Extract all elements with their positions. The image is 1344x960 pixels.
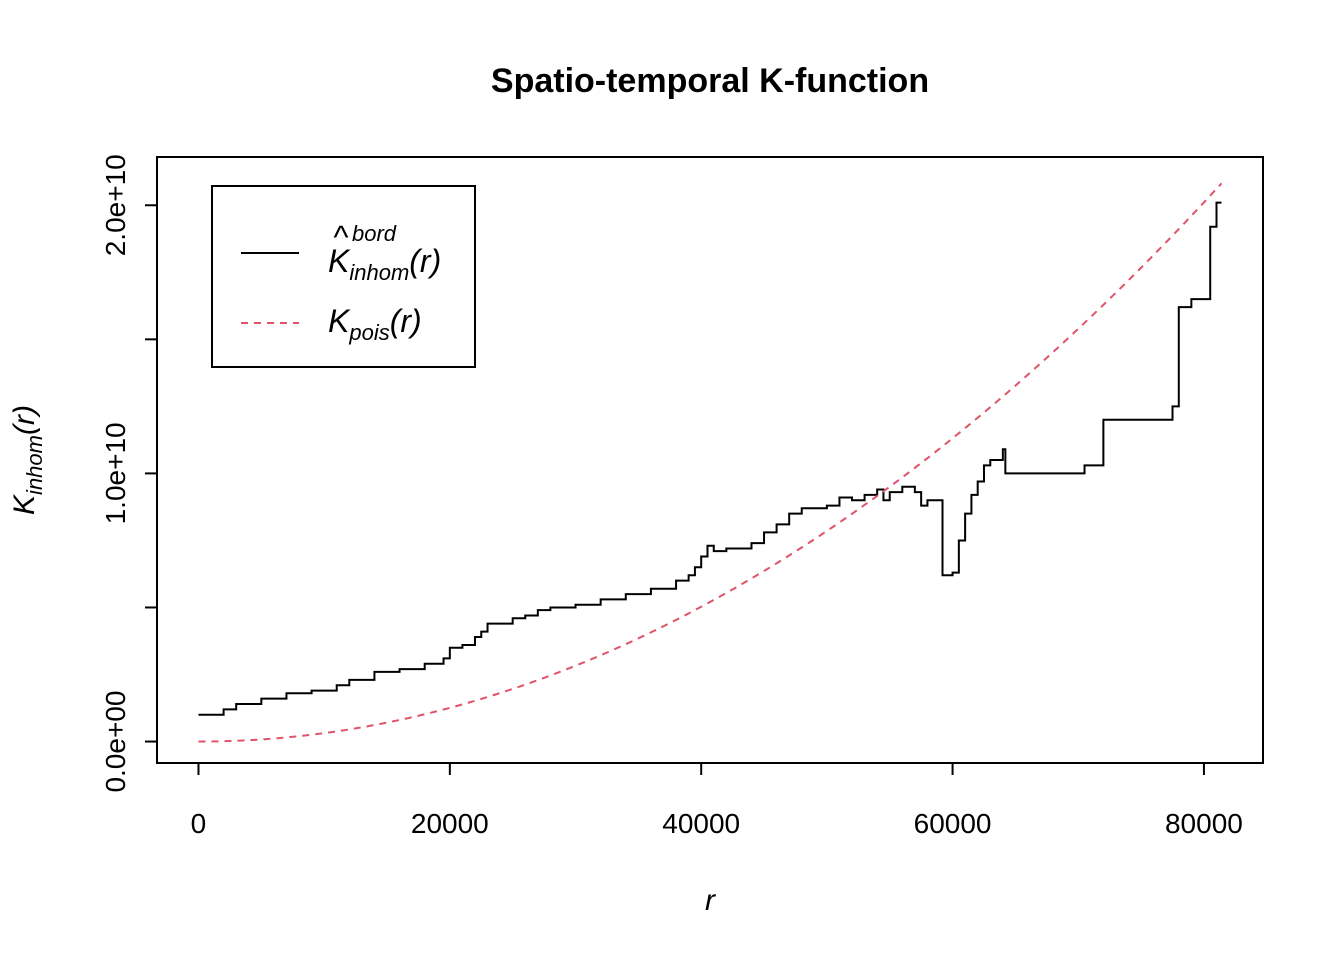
y-axis-label-sub: inhom: [22, 435, 47, 495]
x-tick-label: 20000: [411, 808, 489, 839]
x-tick-label: 60000: [914, 808, 992, 839]
x-axis-label: r: [705, 884, 716, 917]
legend-kbord-main: K: [328, 243, 351, 279]
legend-label-kbord: Kinhom(r): [328, 243, 441, 285]
legend-kpois-main: K: [328, 303, 351, 339]
series-line-0: [198, 201, 1222, 716]
chart-lines: [198, 182, 1223, 743]
series-line-1: [198, 182, 1223, 743]
legend: ^ Kinhom(r) bord Kpois(r): [211, 185, 476, 368]
y-axis-label-arg: (r): [8, 405, 41, 435]
y-axis-label-main: K: [8, 493, 41, 515]
y-tick-label: 1.0e+10: [100, 422, 131, 524]
legend-kpois-arg: (r): [390, 303, 422, 339]
legend-kbord-sub: inhom: [349, 260, 409, 285]
x-tick-label: 40000: [662, 808, 740, 839]
y-tick-label: 0.0e+00: [100, 691, 131, 793]
legend-label-kpois: Kpois(r): [328, 303, 422, 345]
x-tick-label: 80000: [1165, 808, 1243, 839]
legend-kbord-sup: bord: [352, 221, 397, 246]
chart-title: Spatio-temporal K-function: [491, 62, 929, 100]
legend-kpois-sub: pois: [348, 320, 389, 345]
y-axis: 0.0e+00 1.0e+10 2.0e+10: [100, 154, 158, 793]
y-axis-label: Kinhom(r): [8, 405, 47, 515]
x-tick-label: 0: [191, 808, 207, 839]
x-axis: 0 20000 40000 60000 80000: [191, 762, 1243, 839]
legend-kbord-arg: (r): [409, 243, 441, 279]
legend-box: [211, 185, 476, 368]
y-tick-label: 2.0e+10: [100, 154, 131, 256]
legend-hat: ^: [333, 219, 349, 255]
